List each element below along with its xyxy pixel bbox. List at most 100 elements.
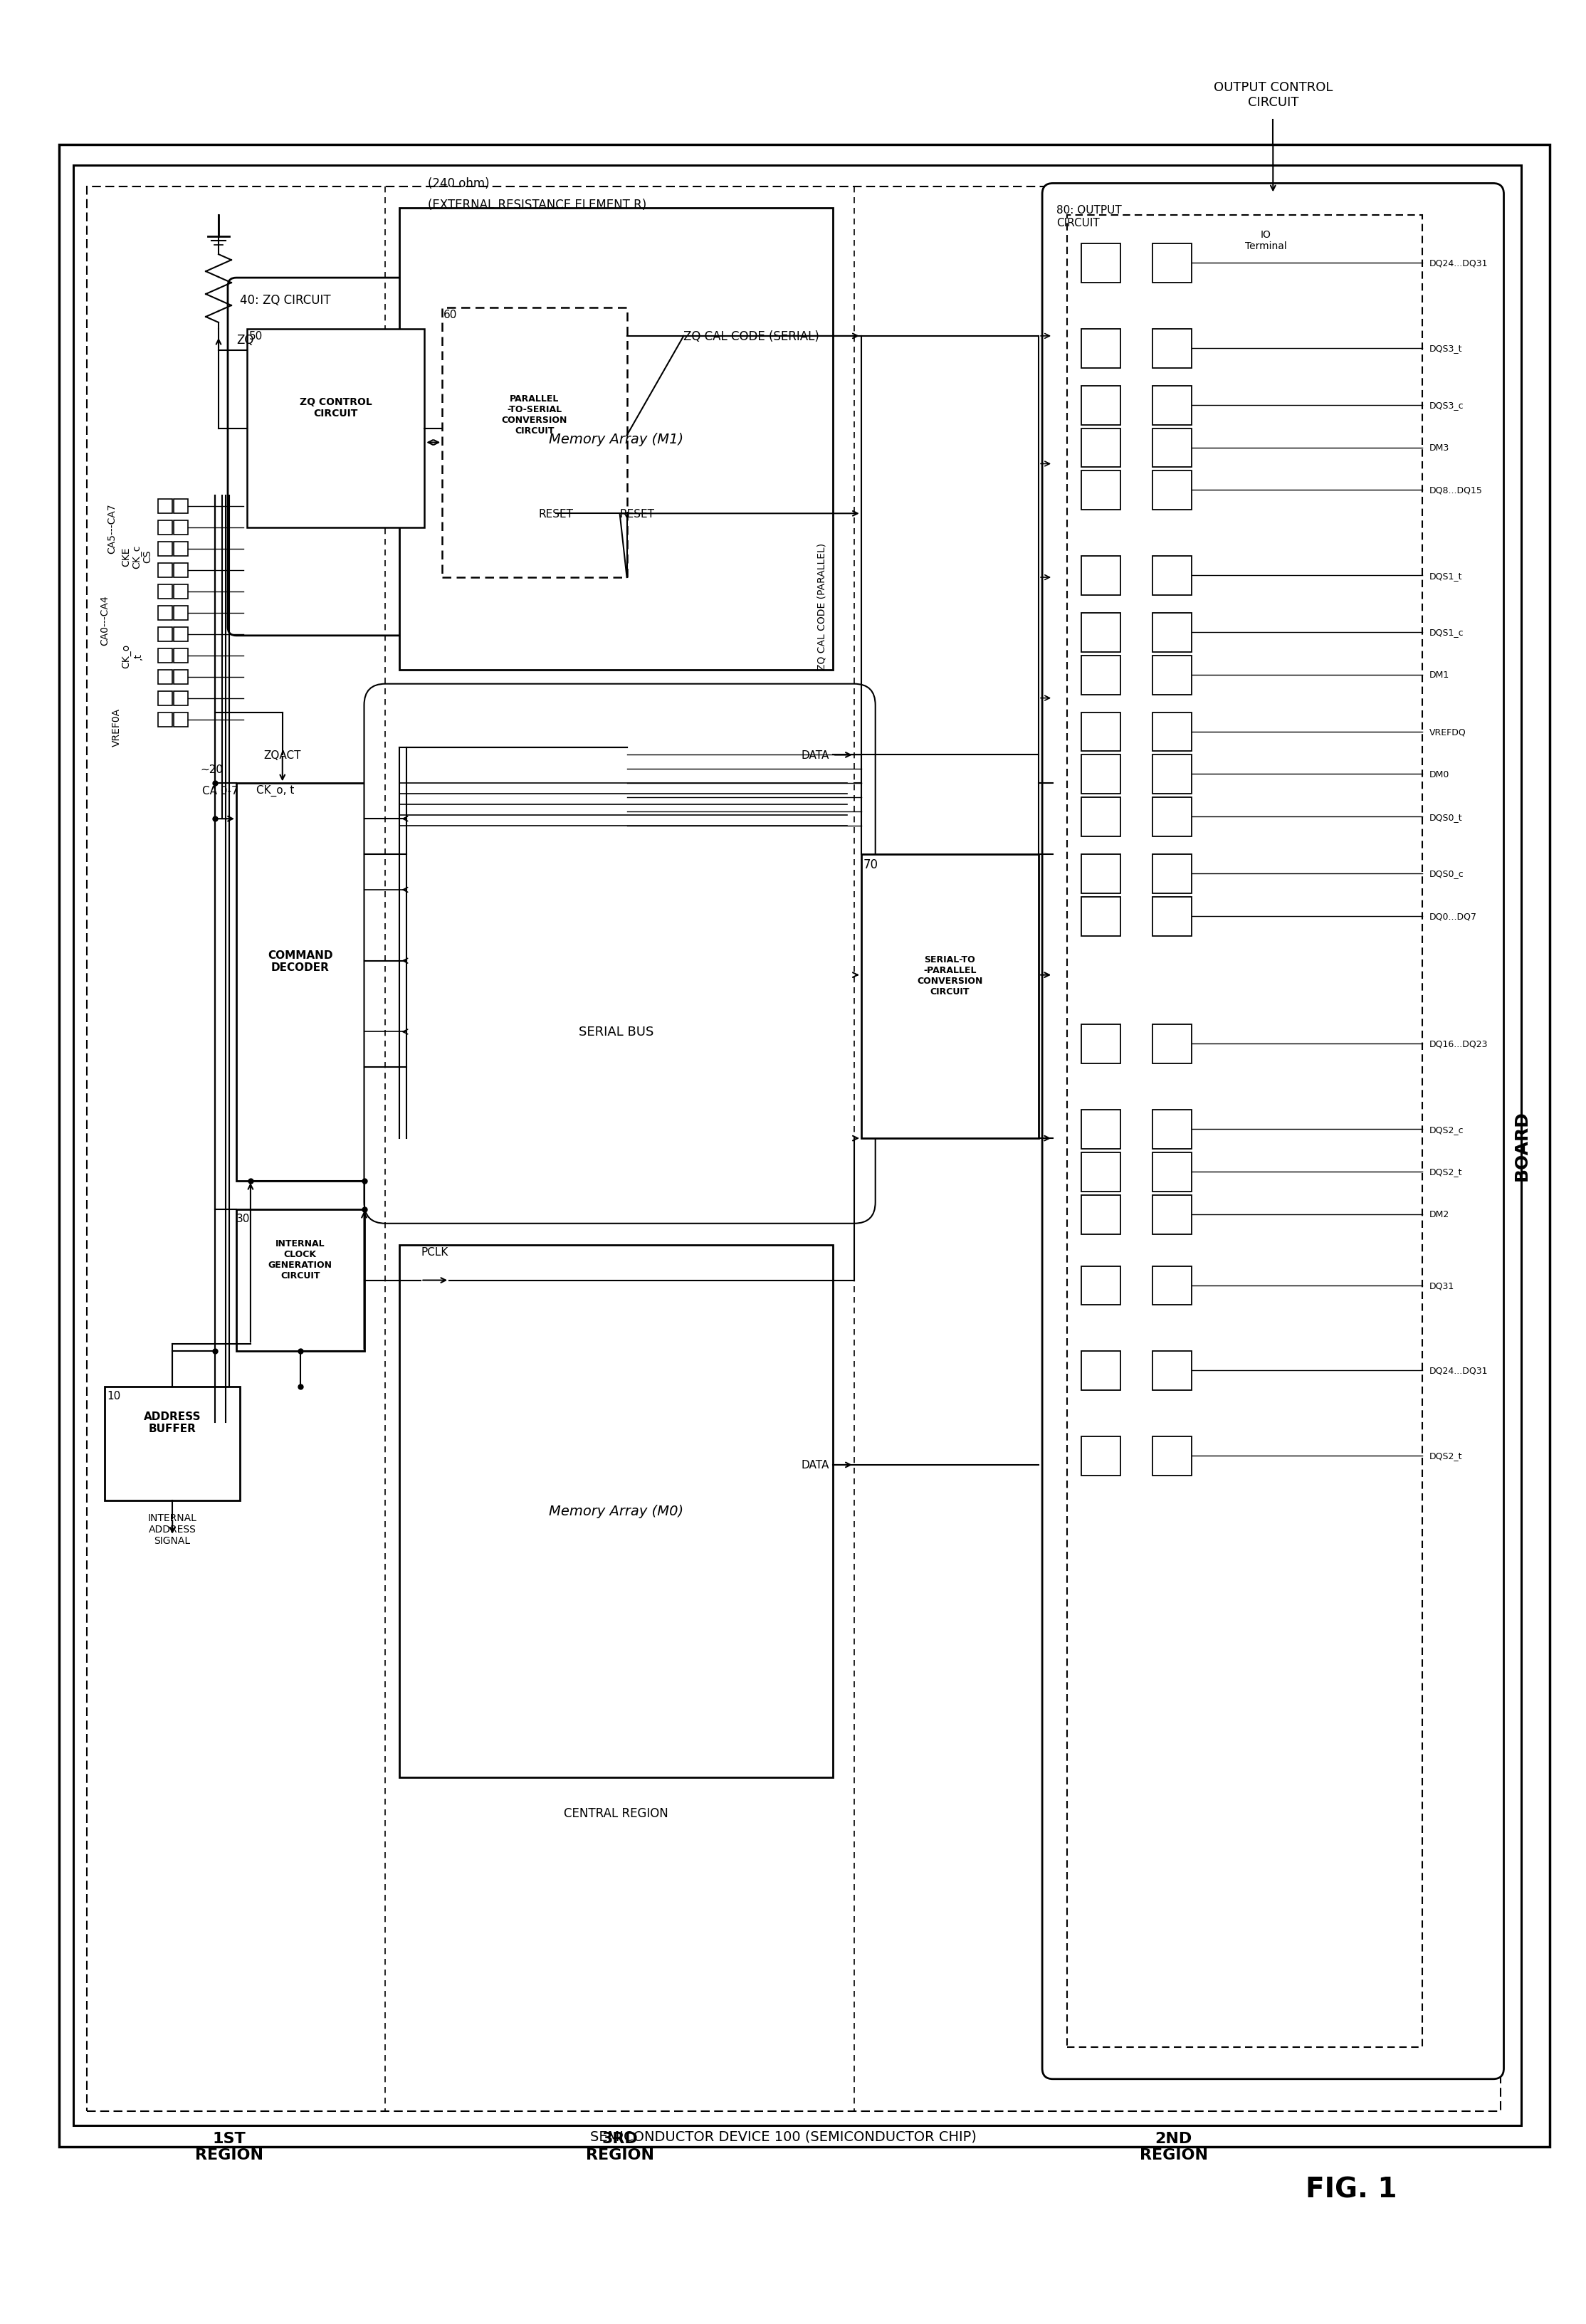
Bar — [159, 713, 173, 727]
Text: 50: 50 — [249, 330, 263, 342]
Text: DATA: DATA — [801, 1459, 829, 1471]
Text: COMMAND
DECODER: COMMAND DECODER — [268, 951, 333, 974]
Text: INTERNAL
ADDRESS
SIGNAL: INTERNAL ADDRESS SIGNAL — [147, 1513, 197, 1545]
Text: DQS0_t: DQS0_t — [1429, 813, 1462, 823]
Text: FIG. 1: FIG. 1 — [1305, 2175, 1397, 2203]
Text: DQS3_c: DQS3_c — [1429, 400, 1464, 409]
Bar — [159, 669, 173, 683]
Bar — [1153, 1111, 1191, 1150]
Text: VREF0A: VREF0A — [113, 706, 122, 746]
Bar — [1082, 244, 1120, 284]
FancyBboxPatch shape — [1042, 184, 1504, 2080]
Text: PARALLEL
-TO-SERIAL
CONVERSION
CIRCUIT: PARALLEL -TO-SERIAL CONVERSION CIRCUIT — [501, 395, 568, 435]
Text: DQS3_t: DQS3_t — [1429, 344, 1462, 353]
Text: ,t: ,t — [133, 653, 143, 660]
Bar — [400, 209, 833, 669]
Bar — [1082, 614, 1120, 653]
Bar — [159, 586, 173, 600]
Bar — [247, 330, 425, 528]
Text: ~20: ~20 — [200, 765, 224, 774]
Text: IO
Terminal: IO Terminal — [1245, 230, 1286, 251]
Bar — [1153, 614, 1191, 653]
Bar — [1082, 713, 1120, 751]
Bar — [159, 607, 173, 621]
Text: DQ8...DQ15: DQ8...DQ15 — [1429, 486, 1483, 495]
Text: CENTRAL REGION: CENTRAL REGION — [565, 1806, 668, 1820]
Text: SERIAL BUS: SERIAL BUS — [579, 1025, 653, 1039]
Bar — [861, 855, 1039, 1139]
Bar — [400, 1246, 833, 1778]
Bar — [159, 500, 173, 514]
Bar — [174, 521, 189, 535]
Bar — [1153, 555, 1191, 595]
FancyBboxPatch shape — [365, 683, 875, 1225]
Text: (EXTERNAL RESISTANCE ELEMENT R): (EXTERNAL RESISTANCE ELEMENT R) — [428, 200, 647, 211]
Bar — [236, 783, 365, 1181]
Bar — [174, 693, 189, 706]
Bar — [1082, 1353, 1120, 1390]
Text: OUTPUT CONTROL
CIRCUIT: OUTPUT CONTROL CIRCUIT — [1213, 81, 1332, 109]
Bar — [159, 541, 173, 555]
Bar — [1153, 855, 1191, 895]
Bar — [1082, 1111, 1120, 1150]
Text: CS: CS — [143, 551, 152, 562]
Text: Memory Array (M1): Memory Array (M1) — [549, 432, 684, 446]
Text: Memory Array (M0): Memory Array (M0) — [549, 1504, 684, 1518]
Text: CA0---CA4: CA0---CA4 — [100, 595, 109, 646]
Text: ZQ CAL CODE (SERIAL): ZQ CAL CODE (SERIAL) — [684, 330, 820, 344]
Text: DQ16...DQ23: DQ16...DQ23 — [1429, 1039, 1488, 1048]
Text: CKE: CKE — [121, 546, 132, 567]
Text: 60: 60 — [444, 309, 457, 321]
Bar — [174, 541, 189, 555]
Bar — [174, 648, 189, 662]
Text: RESET: RESET — [538, 509, 573, 518]
Bar — [1082, 655, 1120, 695]
Text: 30: 30 — [236, 1213, 251, 1225]
Bar — [1082, 797, 1120, 837]
Text: RESET: RESET — [620, 509, 655, 518]
Bar — [1153, 1353, 1191, 1390]
Text: ZQACT: ZQACT — [263, 751, 301, 760]
Text: ADDRESS
BUFFER: ADDRESS BUFFER — [144, 1411, 201, 1434]
Text: DQS1_t: DQS1_t — [1429, 572, 1462, 581]
Text: DM2: DM2 — [1429, 1211, 1450, 1220]
Bar — [174, 586, 189, 600]
Text: DQ24...DQ31: DQ24...DQ31 — [1429, 1367, 1488, 1376]
Bar — [159, 627, 173, 641]
Bar — [1082, 755, 1120, 795]
Text: 40: ZQ CIRCUIT: 40: ZQ CIRCUIT — [239, 293, 331, 307]
Bar — [1082, 555, 1120, 595]
Bar — [1082, 1153, 1120, 1192]
Text: INTERNAL
CLOCK
GENERATION
CIRCUIT: INTERNAL CLOCK GENERATION CIRCUIT — [268, 1239, 331, 1281]
Bar — [236, 1208, 365, 1353]
Bar — [1082, 386, 1120, 425]
Bar — [174, 607, 189, 621]
Bar — [1153, 1025, 1191, 1064]
Bar — [1153, 1195, 1191, 1234]
Bar — [1153, 472, 1191, 511]
Text: CA 0-7: CA 0-7 — [203, 786, 238, 797]
Bar — [442, 309, 626, 579]
Text: 70: 70 — [863, 858, 879, 872]
Text: DQS0_c: DQS0_c — [1429, 869, 1464, 878]
Bar — [174, 669, 189, 683]
Text: DQS2_c: DQS2_c — [1429, 1125, 1464, 1134]
Text: CK_c: CK_c — [132, 544, 141, 569]
Text: DQ0...DQ7: DQ0...DQ7 — [1429, 911, 1477, 920]
Text: VREFDQ: VREFDQ — [1429, 727, 1465, 737]
Text: DQ31: DQ31 — [1429, 1281, 1454, 1290]
Text: CK_o: CK_o — [121, 644, 132, 667]
Bar — [1082, 897, 1120, 937]
Bar — [1153, 1436, 1191, 1476]
Bar — [1082, 472, 1120, 511]
Text: DQS2_t: DQS2_t — [1429, 1450, 1462, 1459]
Bar — [1082, 1025, 1120, 1064]
Bar — [59, 144, 1550, 2147]
Bar — [174, 627, 189, 641]
Bar — [174, 713, 189, 727]
Bar — [1153, 897, 1191, 937]
Text: SERIAL-TO
-PARALLEL
CONVERSION
CIRCUIT: SERIAL-TO -PARALLEL CONVERSION CIRCUIT — [917, 955, 983, 997]
Text: 2ND
REGION: 2ND REGION — [1139, 2131, 1209, 2161]
Bar — [1153, 797, 1191, 837]
Text: (240 ohm): (240 ohm) — [428, 177, 490, 191]
